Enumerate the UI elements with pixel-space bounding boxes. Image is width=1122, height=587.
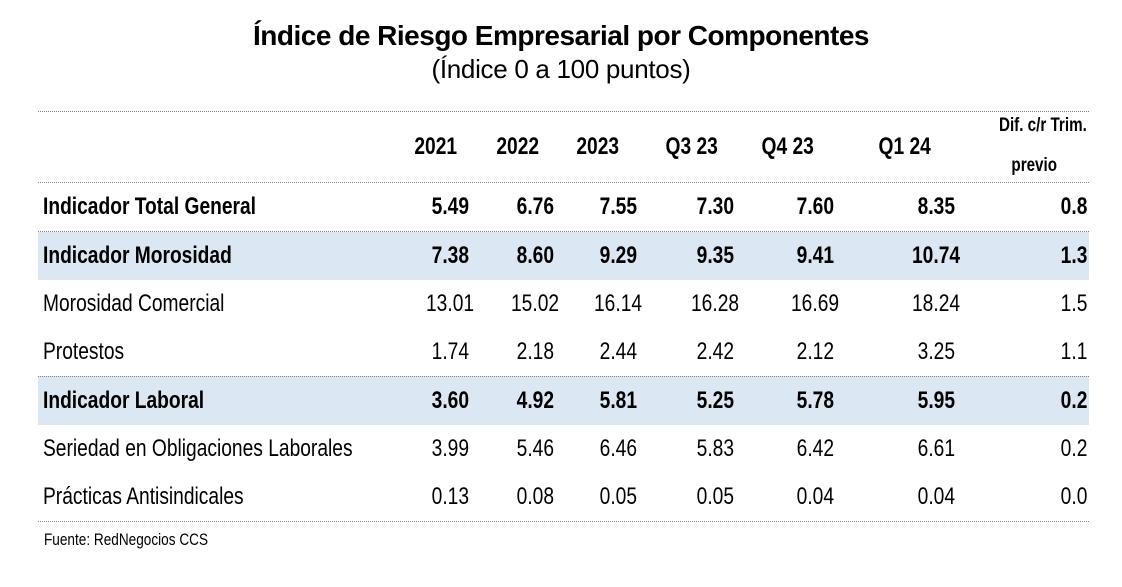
row-label: Morosidad Comercial xyxy=(43,290,225,317)
value-cell: 6.42 xyxy=(796,435,834,462)
table-row-indicador-total-general: Indicador Total General 5.49 6.76 7.55 7… xyxy=(38,183,1089,232)
col-header-dif-trim-previo: Dif. c/r Trim. previo xyxy=(977,112,1089,182)
value-cell: 16.14 xyxy=(593,290,643,317)
value-cell: 0.05 xyxy=(599,483,637,510)
value-cell: 2.44 xyxy=(599,338,637,365)
value-cell: 5.78 xyxy=(796,387,834,414)
table-row-practicas-antisindicales: Prácticas Antisindicales 0.13 0.08 0.05 … xyxy=(38,473,1089,521)
value-cell: 7.30 xyxy=(696,193,734,220)
value-cell: 7.38 xyxy=(431,242,469,269)
row-label: Prácticas Antisindicales xyxy=(43,483,244,510)
value-cell: 1.1 xyxy=(1060,338,1087,365)
value-cell: 15.02 xyxy=(510,290,560,317)
row-label: Indicador Total General xyxy=(43,193,257,220)
value-cell: 6.46 xyxy=(599,435,637,462)
col-header-2023: 2023 xyxy=(576,133,620,160)
value-cell: 0.13 xyxy=(431,483,469,510)
value-cell: 0.0 xyxy=(1060,483,1087,510)
value-cell: 18.24 xyxy=(911,290,961,317)
value-cell: 2.42 xyxy=(696,338,734,365)
table-row-indicador-morosidad: Indicador Morosidad 7.38 8.60 9.29 9.35 … xyxy=(38,232,1089,280)
risk-index-table: 2021 2022 2023 Q3 23 Q4 23 Q1 24 Dif. c/… xyxy=(38,111,1089,522)
value-cell: 9.41 xyxy=(796,242,834,269)
value-cell: 2.12 xyxy=(796,338,834,365)
value-cell: 7.55 xyxy=(599,193,637,220)
dif-header-line2: previo xyxy=(1011,155,1058,176)
row-label: Indicador Laboral xyxy=(43,387,205,414)
value-cell: 2.18 xyxy=(516,338,554,365)
table-row-protestos: Protestos 1.74 2.18 2.44 2.42 2.12 3.25 … xyxy=(38,328,1089,376)
row-label: Seriedad en Obligaciones Laborales xyxy=(43,435,353,462)
dif-header-line1: Dif. c/r Trim. xyxy=(999,115,1088,136)
table-row-morosidad-comercial: Morosidad Comercial 13.01 15.02 16.14 16… xyxy=(38,280,1089,328)
value-cell: 5.95 xyxy=(917,387,955,414)
value-cell: 13.01 xyxy=(425,290,475,317)
value-cell: 7.60 xyxy=(796,193,834,220)
value-cell: 1.3 xyxy=(1060,242,1087,269)
source-note: Fuente: RedNegocios CCS xyxy=(44,530,209,549)
table-row-seriedad-obligaciones-laborales: Seriedad en Obligaciones Laborales 3.99 … xyxy=(38,425,1089,473)
row-label: Indicador Morosidad xyxy=(43,242,232,269)
value-cell: 0.2 xyxy=(1060,387,1087,414)
value-cell: 3.60 xyxy=(431,387,469,414)
value-cell: 16.69 xyxy=(790,290,840,317)
col-header-q4-23: Q4 23 xyxy=(761,133,815,160)
value-cell: 5.46 xyxy=(516,435,554,462)
value-cell: 9.35 xyxy=(696,242,734,269)
value-cell: 5.25 xyxy=(696,387,734,414)
figure-subtitle: (Índice 0 a 100 puntos) xyxy=(431,54,691,84)
value-cell: 6.61 xyxy=(917,435,955,462)
col-header-q1-24: Q1 24 xyxy=(878,133,931,160)
value-cell: 3.99 xyxy=(431,435,469,462)
value-cell: 0.04 xyxy=(796,483,834,510)
row-label: Protestos xyxy=(43,338,125,365)
value-cell: 1.5 xyxy=(1060,290,1087,317)
value-cell: 1.74 xyxy=(431,338,469,365)
value-cell: 0.04 xyxy=(917,483,955,510)
value-cell: 9.29 xyxy=(599,242,637,269)
value-cell: 0.08 xyxy=(516,483,554,510)
value-cell: 0.05 xyxy=(696,483,734,510)
value-cell: 3.25 xyxy=(917,338,955,365)
value-cell: 10.74 xyxy=(911,242,961,269)
figure-title: Índice de Riesgo Empresarial por Compone… xyxy=(253,20,869,51)
value-cell: 6.76 xyxy=(516,193,554,220)
value-cell: 8.35 xyxy=(917,193,955,220)
value-cell: 0.2 xyxy=(1060,435,1087,462)
table-row-indicador-laboral: Indicador Laboral 3.60 4.92 5.81 5.25 5.… xyxy=(38,376,1089,425)
col-header-2021: 2021 xyxy=(414,133,458,160)
value-cell: 4.92 xyxy=(516,387,554,414)
table-header-row: 2021 2022 2023 Q3 23 Q4 23 Q1 24 Dif. c/… xyxy=(38,112,1089,183)
value-cell: 16.28 xyxy=(690,290,740,317)
value-cell: 5.83 xyxy=(696,435,734,462)
value-cell: 5.49 xyxy=(431,193,469,220)
col-header-q3-23: Q3 23 xyxy=(665,133,718,160)
value-cell: 0.8 xyxy=(1060,193,1087,220)
value-cell: 8.60 xyxy=(516,242,554,269)
value-cell: 5.81 xyxy=(599,387,637,414)
col-header-2022: 2022 xyxy=(496,133,540,160)
